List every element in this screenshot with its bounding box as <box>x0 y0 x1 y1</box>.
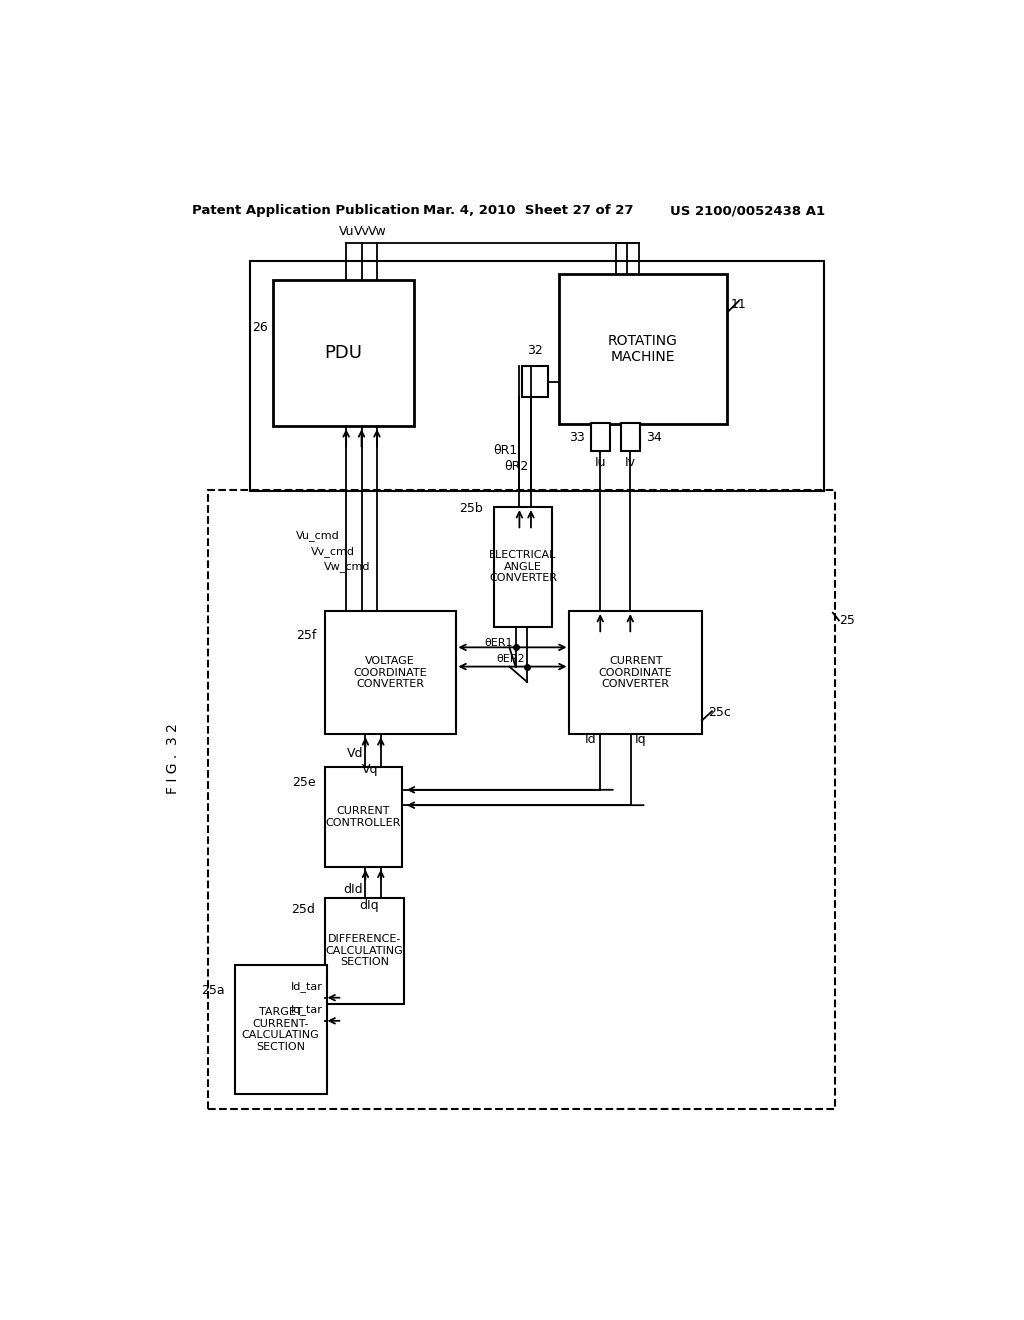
Text: VOLTAGE
COORDINATE
CONVERTER: VOLTAGE COORDINATE CONVERTER <box>353 656 427 689</box>
Bar <box>621 424 640 451</box>
Text: Vu_cmd: Vu_cmd <box>296 531 340 541</box>
Text: Vw: Vw <box>368 224 386 238</box>
Text: Vv_cmd: Vv_cmd <box>311 545 355 557</box>
Text: Iq_tar: Iq_tar <box>291 1003 323 1015</box>
Text: ELECTRICAL
ANGLE
CONVERTER: ELECTRICAL ANGLE CONVERTER <box>488 550 557 583</box>
Text: Iq: Iq <box>635 733 646 746</box>
Bar <box>494 507 552 627</box>
Text: θER1: θER1 <box>484 639 513 648</box>
Text: 33: 33 <box>569 430 585 444</box>
Text: Vd: Vd <box>346 747 364 760</box>
Text: Id: Id <box>585 733 596 746</box>
Text: 25c: 25c <box>708 706 731 719</box>
Text: ROTATING
MACHINE: ROTATING MACHINE <box>608 334 678 364</box>
Bar <box>521 367 548 397</box>
Text: 25a: 25a <box>201 983 224 997</box>
Text: Vw_cmd: Vw_cmd <box>325 561 371 572</box>
Text: dId: dId <box>343 883 364 896</box>
Text: Vq: Vq <box>362 763 379 776</box>
Bar <box>234 965 327 1094</box>
Text: CURRENT
COORDINATE
CONVERTER: CURRENT COORDINATE CONVERTER <box>599 656 673 689</box>
Text: dIq: dIq <box>358 899 379 912</box>
Text: Vu: Vu <box>338 224 354 238</box>
Text: 25f: 25f <box>297 630 316 643</box>
Text: US 2100/0052438 A1: US 2100/0052438 A1 <box>670 205 824 218</box>
Text: F I G .  3 2: F I G . 3 2 <box>166 723 180 795</box>
Bar <box>208 490 836 1109</box>
Text: 34: 34 <box>646 430 663 444</box>
Text: 25e: 25e <box>292 776 315 788</box>
Bar <box>273 280 414 426</box>
Text: Patent Application Publication: Patent Application Publication <box>193 205 420 218</box>
Text: Id_tar: Id_tar <box>291 981 323 991</box>
Text: 25: 25 <box>839 614 855 627</box>
Text: 32: 32 <box>527 345 543 358</box>
Text: Iu: Iu <box>595 455 606 469</box>
Text: PDU: PDU <box>325 345 362 362</box>
Bar <box>569 611 701 734</box>
Text: Vv: Vv <box>353 224 370 238</box>
Bar <box>325 611 456 734</box>
Text: 25b: 25b <box>460 502 483 515</box>
Text: Iv: Iv <box>625 455 636 469</box>
Bar <box>250 261 823 491</box>
Text: Mar. 4, 2010  Sheet 27 of 27: Mar. 4, 2010 Sheet 27 of 27 <box>423 205 634 218</box>
Bar <box>591 424 610 451</box>
Bar <box>325 898 403 1003</box>
Text: 26: 26 <box>252 321 268 334</box>
Text: θR1: θR1 <box>493 445 517 458</box>
Text: θER2: θER2 <box>497 653 524 664</box>
Text: 25d: 25d <box>292 903 315 916</box>
Text: DIFFERENCE-
CALCULATING
SECTION: DIFFERENCE- CALCULATING SECTION <box>326 935 403 968</box>
Bar <box>559 275 727 424</box>
Text: CURRENT
CONTROLLER: CURRENT CONTROLLER <box>326 807 400 828</box>
Text: TARGET
CURRENT-
CALCULATING
SECTION: TARGET CURRENT- CALCULATING SECTION <box>242 1007 319 1052</box>
Text: 11: 11 <box>731 298 746 312</box>
Text: θR2: θR2 <box>505 459 528 473</box>
Bar <box>325 767 401 867</box>
